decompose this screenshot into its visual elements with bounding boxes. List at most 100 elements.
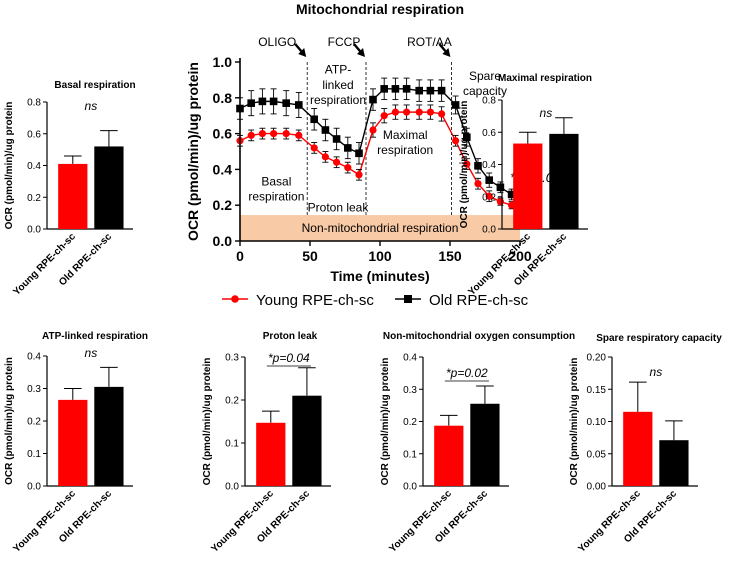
bar-young: [256, 422, 286, 486]
data-point-old: [496, 183, 505, 192]
category-label: Young RPE-ch-sc: [11, 488, 78, 555]
y-tick-label: 0.6: [27, 129, 41, 140]
y-axis-title: OCR (pmol/min)/ug protein: [202, 358, 213, 486]
bar-young: [434, 425, 464, 486]
data-point-young: [485, 192, 493, 200]
data-point-old: [451, 101, 460, 109]
y-tick-label: 0.4: [27, 352, 41, 363]
y-tick-label: 0.0: [225, 482, 239, 493]
category-label: Young RPE-ch-sc: [387, 488, 454, 555]
x-axis-title: Time (minutes): [330, 268, 429, 284]
y-tick-label: 0.0: [27, 225, 41, 236]
non-mito-band: [240, 215, 520, 241]
y-tick-label: 0.0: [482, 225, 496, 236]
region-label: Proton leak: [308, 200, 370, 214]
region-label: ATP-: [325, 63, 351, 77]
data-point-young: [452, 137, 460, 145]
y-tick-label: 0.20: [587, 353, 607, 364]
data-point-old: [507, 190, 516, 199]
chart-title: Proton leak: [263, 331, 318, 342]
data-point-old: [321, 126, 330, 134]
chart-title: Basal respiration: [54, 80, 135, 91]
category-label: Young RPE-ch-sc: [576, 488, 643, 555]
data-point-old: [463, 133, 471, 141]
data-point-young: [247, 131, 255, 139]
data-point-young: [474, 180, 482, 188]
data-point-young: [321, 153, 329, 161]
data-point-old: [380, 85, 388, 93]
y-tick-label: 1.0: [213, 54, 233, 70]
data-point-young: [496, 198, 504, 206]
x-tick-label: 200: [508, 248, 532, 264]
data-point-young: [463, 160, 471, 168]
bar-young: [513, 143, 543, 229]
data-point-old: [344, 144, 352, 152]
chart-title: Spare respiratory capacity: [596, 333, 722, 344]
data-point-young: [270, 130, 278, 138]
bar-old: [94, 146, 124, 229]
data-point-young: [333, 158, 341, 166]
injection-arrow-head: [357, 48, 365, 57]
category-label: Young RPE-ch-sc: [209, 488, 276, 555]
y-tick-label: 0.00: [587, 482, 607, 493]
y-tick-label: 0.4: [27, 161, 41, 172]
data-point-young: [310, 144, 318, 152]
region-label: respiration: [310, 93, 366, 107]
y-tick-label: 0.2: [403, 417, 417, 428]
data-point-old: [391, 85, 400, 93]
bar-old: [470, 403, 500, 486]
y-tick-label: 0.1: [403, 449, 417, 460]
data-point-young: [415, 108, 423, 116]
chart-title: ATP-linked respiration: [42, 331, 148, 342]
y-tick-label: 0.0: [403, 482, 417, 493]
data-point-old: [282, 99, 290, 107]
injection-arrow-head: [298, 48, 307, 57]
data-point-young: [344, 164, 352, 172]
y-tick-label: 0.15: [587, 385, 607, 396]
bar-young: [58, 399, 88, 486]
y-tick-label: 0.1: [27, 449, 41, 460]
injection-label: FCCP: [328, 35, 361, 49]
bar-chart-atp: ATP-linked respiration 0.0 0.1 0.2 0.3 0.4 OCR…: [4, 331, 148, 555]
y-tick-label: 0.1: [225, 439, 239, 450]
y-axis-title: OCR (pmol/min)/ug protein: [569, 358, 580, 486]
y-axis-title: OCR (pmol/min)/ug protein: [4, 357, 15, 485]
x-tick-label: 150: [438, 248, 462, 264]
y-tick-label: 0.0: [213, 233, 233, 249]
y-axis-title: OCR (pmol/min)/ug protein: [4, 102, 15, 230]
data-point-old: [355, 149, 363, 158]
data-point-young: [391, 108, 399, 116]
data-point-old: [295, 101, 303, 109]
bar-chart-spare: Spare respiratory capacity 0.00 0.05 0.10 0.…: [569, 333, 722, 555]
bar-young: [623, 411, 653, 486]
bar-old: [292, 395, 322, 486]
legend-label-old: Old RPE-ch-sc: [429, 292, 529, 309]
y-axis-title: OCR (pmol/min)/ug protein: [380, 358, 391, 486]
data-point-young: [380, 112, 388, 120]
x-tick-label: 0: [236, 248, 244, 264]
data-point-old: [485, 176, 493, 184]
y-tick-label: 0.10: [587, 417, 607, 428]
data-point-old: [332, 135, 341, 143]
bar-old: [549, 133, 579, 229]
y-tick-label: 0.3: [225, 353, 239, 364]
region-label: linked: [322, 78, 353, 92]
significance-annotation: ns: [85, 99, 98, 113]
y-tick-label: 0.2: [213, 197, 233, 213]
data-point-young: [355, 171, 363, 179]
data-point-young: [369, 126, 377, 134]
legend-label-young: Young RPE-ch-sc: [256, 292, 374, 309]
y-tick-label: 0.2: [225, 396, 239, 407]
region-label: Spare: [469, 69, 501, 83]
bar-old: [94, 386, 124, 486]
bar-young: [58, 163, 88, 229]
data-point-old: [437, 86, 446, 95]
injection-label: OLIGO: [258, 35, 296, 49]
data-point-young: [426, 108, 434, 116]
data-point-old: [426, 86, 435, 95]
data-point-old: [369, 95, 377, 104]
legend: Young RPE-ch-sc Old RPE-ch-sc: [222, 292, 529, 309]
y-tick-label: 0.2: [27, 417, 41, 428]
data-point-young: [282, 130, 290, 138]
